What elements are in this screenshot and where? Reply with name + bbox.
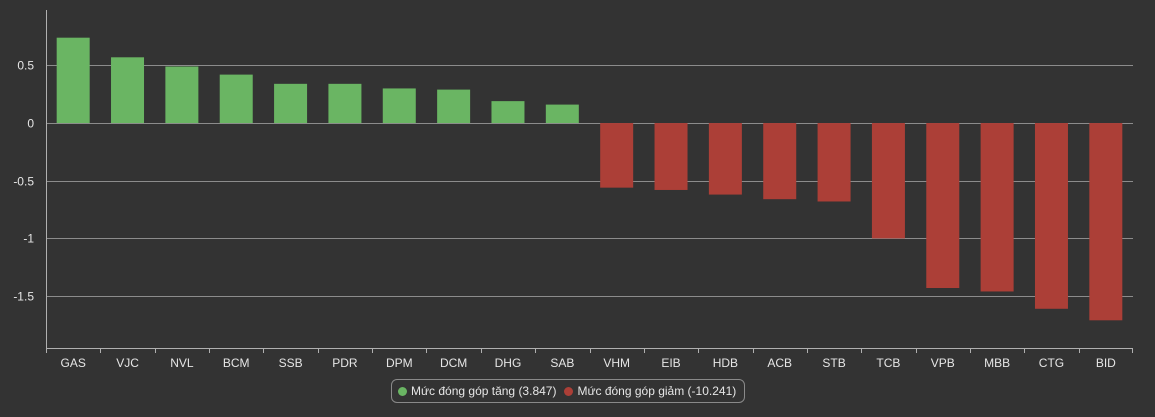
bar-nvl	[165, 66, 199, 124]
chart-legend: Mức đóng góp tăng (3.847) Mức đóng góp g…	[391, 379, 746, 403]
x-tick-label-sab: SAB	[550, 356, 574, 370]
x-tick-label-stb: STB	[822, 356, 845, 370]
legend-label-negative: Mức đóng góp giảm (-10.241)	[577, 384, 737, 398]
red-dot-icon	[564, 386, 574, 396]
x-tick-label-dhg: DHG	[495, 356, 522, 370]
bar-sab	[545, 104, 579, 124]
x-tick-label-dpm: DPM	[386, 356, 413, 370]
x-tick-label-vpb: VPB	[931, 356, 955, 370]
legend-item-positive[interactable]: Mức đóng góp tăng (3.847)	[398, 384, 556, 398]
x-tick-label-vjc: VJC	[116, 356, 139, 370]
bar-vhm	[600, 123, 634, 188]
bar-dhg	[491, 101, 525, 124]
bar-dpm	[382, 88, 416, 124]
x-tick-label-hdb: HDB	[713, 356, 738, 370]
bar-tcb	[871, 123, 905, 239]
x-tick-label-tcb: TCB	[876, 356, 900, 370]
x-tick-label-dcm: DCM	[440, 356, 467, 370]
bar-eib	[654, 123, 688, 190]
bar-dcm	[437, 89, 471, 124]
bar-hdb	[708, 123, 742, 195]
x-tick-label-gas: GAS	[61, 356, 86, 370]
x-tick-label-eib: EIB	[661, 356, 680, 370]
green-dot-icon	[398, 386, 407, 396]
x-tick-label-ctg: CTG	[1039, 356, 1064, 370]
bar-ctg	[1034, 123, 1068, 309]
bar-stb	[817, 123, 851, 202]
y-tick-label: -1	[23, 232, 34, 246]
x-tick-label-acb: ACB	[767, 356, 792, 370]
y-tick-label: -1.5	[13, 290, 34, 304]
bar-ssb	[274, 83, 308, 124]
y-tick-label: 0	[27, 117, 34, 131]
bar-gas	[56, 37, 90, 124]
bar-vpb	[926, 123, 960, 289]
bar-pdr	[328, 83, 362, 124]
bar-acb	[763, 123, 797, 200]
x-tick-label-mbb: MBB	[984, 356, 1010, 370]
bar-bcm	[219, 74, 253, 124]
x-tick-label-vhm: VHM	[603, 356, 630, 370]
y-tick-label: -0.5	[13, 175, 34, 189]
x-tick-label-ssb: SSB	[279, 356, 303, 370]
x-tick-label-bid: BID	[1096, 356, 1116, 370]
legend-item-negative[interactable]: Mức đóng góp giảm (-10.241)	[564, 384, 736, 398]
x-tick-label-nvl: NVL	[170, 356, 194, 370]
bar-mbb	[980, 123, 1014, 292]
bar-bid	[1089, 123, 1123, 321]
legend-label-positive: Mức đóng góp tăng (3.847)	[411, 384, 557, 398]
bar-vjc	[111, 57, 145, 124]
x-tick-label-bcm: BCM	[223, 356, 250, 370]
y-tick-label: 0.5	[17, 59, 34, 73]
x-tick-label-pdr: PDR	[332, 356, 358, 370]
